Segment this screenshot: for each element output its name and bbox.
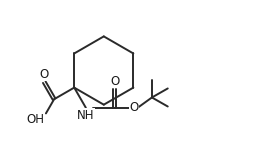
Text: NH: NH xyxy=(77,109,94,122)
Text: O: O xyxy=(110,75,119,88)
Text: O: O xyxy=(130,101,139,114)
Text: O: O xyxy=(40,68,49,81)
Text: OH: OH xyxy=(27,113,44,126)
